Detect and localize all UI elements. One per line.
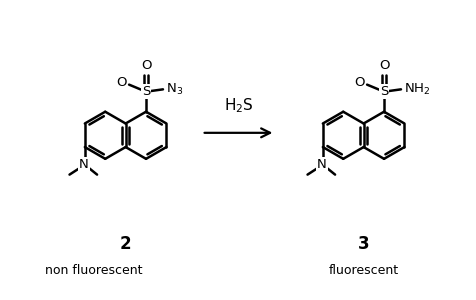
Text: NH$_2$: NH$_2$ <box>403 82 429 97</box>
Text: S: S <box>379 85 387 98</box>
Text: 2: 2 <box>119 235 131 253</box>
Text: O: O <box>140 59 151 72</box>
Text: N: N <box>79 158 89 171</box>
Text: N$_3$: N$_3$ <box>166 82 183 97</box>
Text: O: O <box>116 76 126 89</box>
Text: N: N <box>317 158 326 171</box>
Text: O: O <box>353 76 364 89</box>
Text: fluorescent: fluorescent <box>328 264 398 277</box>
Text: S: S <box>141 85 150 98</box>
Text: H$_2$S: H$_2$S <box>223 96 253 115</box>
Text: O: O <box>378 59 388 72</box>
Text: 3: 3 <box>357 235 369 253</box>
Text: non fluorescent: non fluorescent <box>45 264 142 277</box>
